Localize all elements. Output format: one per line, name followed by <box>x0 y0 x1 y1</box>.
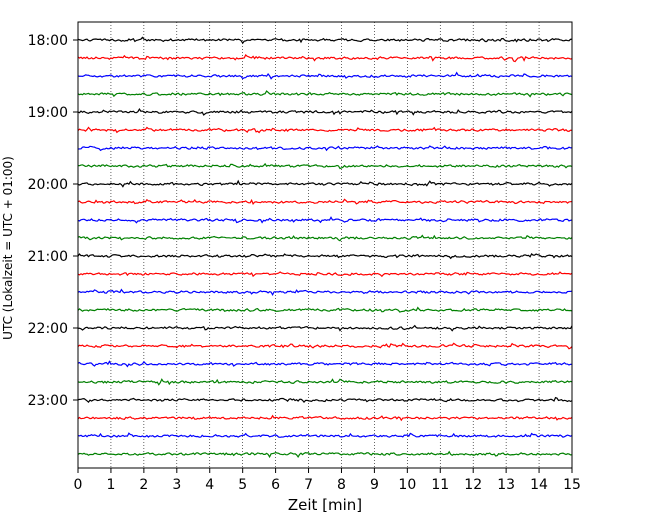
y-tick-label: 20:00 <box>28 177 68 193</box>
trace-line <box>77 396 573 404</box>
x-tick-label: 9 <box>370 477 379 493</box>
trace-line <box>77 162 573 170</box>
x-tick-label: 11 <box>431 477 449 493</box>
trace-line <box>77 216 573 224</box>
trace-line <box>77 342 573 350</box>
y-tick-label: 19:00 <box>28 105 68 121</box>
trace-line <box>77 36 573 45</box>
x-axis-ticks: 0 1 2 3 4 5 6 7 8 9 10 11 12 13 14 15 <box>74 468 581 493</box>
y-tick-label: 21:00 <box>28 249 68 265</box>
trace-line <box>77 414 573 422</box>
x-tick-label: 7 <box>304 477 313 493</box>
y-axis-label: UTC (Lokalzeit = UTC + 01:00) <box>1 156 15 340</box>
trace-line <box>77 450 573 459</box>
trace-line <box>77 90 573 98</box>
x-tick-label: 8 <box>337 477 346 493</box>
x-tick-label: 13 <box>497 477 515 493</box>
x-tick-label: 6 <box>271 477 280 493</box>
trace-line <box>77 179 573 188</box>
trace-line <box>77 288 573 297</box>
trace-line <box>77 145 573 152</box>
trace-line <box>77 71 573 80</box>
x-tick-label: 5 <box>238 477 247 493</box>
trace-line <box>77 126 573 134</box>
y-tick-label: 18:00 <box>28 33 68 49</box>
trace-line <box>77 432 573 438</box>
plot-background <box>78 22 572 468</box>
x-tick-label: 1 <box>106 477 115 493</box>
trace-group <box>77 36 573 459</box>
y-axis-ticks: 18:00 19:00 20:00 21:00 22:00 23:00 <box>28 33 78 409</box>
trace-line <box>77 198 573 205</box>
trace-line <box>77 252 573 260</box>
x-tick-label: 3 <box>172 477 181 493</box>
x-tick-label: 4 <box>205 477 214 493</box>
y-tick-label: 23:00 <box>28 393 68 409</box>
x-tick-label: 2 <box>139 477 148 493</box>
trace-line <box>77 54 573 63</box>
x-tick-label: 0 <box>74 477 83 493</box>
grid-lines <box>110 22 540 468</box>
x-tick-label: 15 <box>563 477 581 493</box>
x-axis-label: Zeit [min] <box>288 496 362 514</box>
plot-frame <box>77 21 573 469</box>
x-tick-label: 10 <box>398 477 416 493</box>
x-tick-label: 12 <box>464 477 482 493</box>
x-tick-label: 14 <box>530 477 548 493</box>
y-tick-label: 22:00 <box>28 321 68 337</box>
trace-line <box>77 271 573 278</box>
trace-line <box>77 234 573 242</box>
trace-line <box>77 324 573 332</box>
trace-line <box>77 306 573 313</box>
trace-line <box>77 378 573 386</box>
trace-line <box>77 360 573 368</box>
trace-line <box>77 107 573 116</box>
